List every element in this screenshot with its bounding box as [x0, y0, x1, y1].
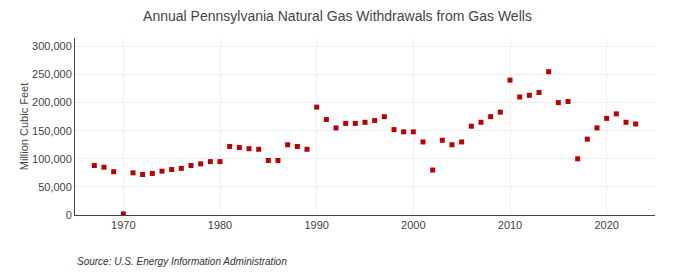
svg-text:2000: 2000	[401, 219, 425, 231]
svg-text:Source: U.S. Energy Informatio: Source: U.S. Energy Information Administ…	[77, 256, 287, 267]
svg-text:Annual Pennsylvania Natural Ga: Annual Pennsylvania Natural Gas Withdraw…	[143, 8, 532, 24]
svg-text:2010: 2010	[498, 219, 522, 231]
svg-text:100,000: 100,000	[32, 153, 72, 165]
svg-text:250,000: 250,000	[32, 68, 72, 80]
svg-text:1970: 1970	[111, 219, 135, 231]
svg-text:300,000: 300,000	[32, 40, 72, 52]
svg-text:2020: 2020	[594, 219, 618, 231]
svg-text:1990: 1990	[304, 219, 328, 231]
svg-text:Million Cubic Feet: Million Cubic Feet	[18, 83, 30, 170]
svg-text:200,000: 200,000	[32, 96, 72, 108]
svg-text:1980: 1980	[208, 219, 232, 231]
svg-text:150,000: 150,000	[32, 125, 72, 137]
svg-text:50,000: 50,000	[38, 181, 72, 193]
svg-text:0: 0	[66, 209, 72, 221]
